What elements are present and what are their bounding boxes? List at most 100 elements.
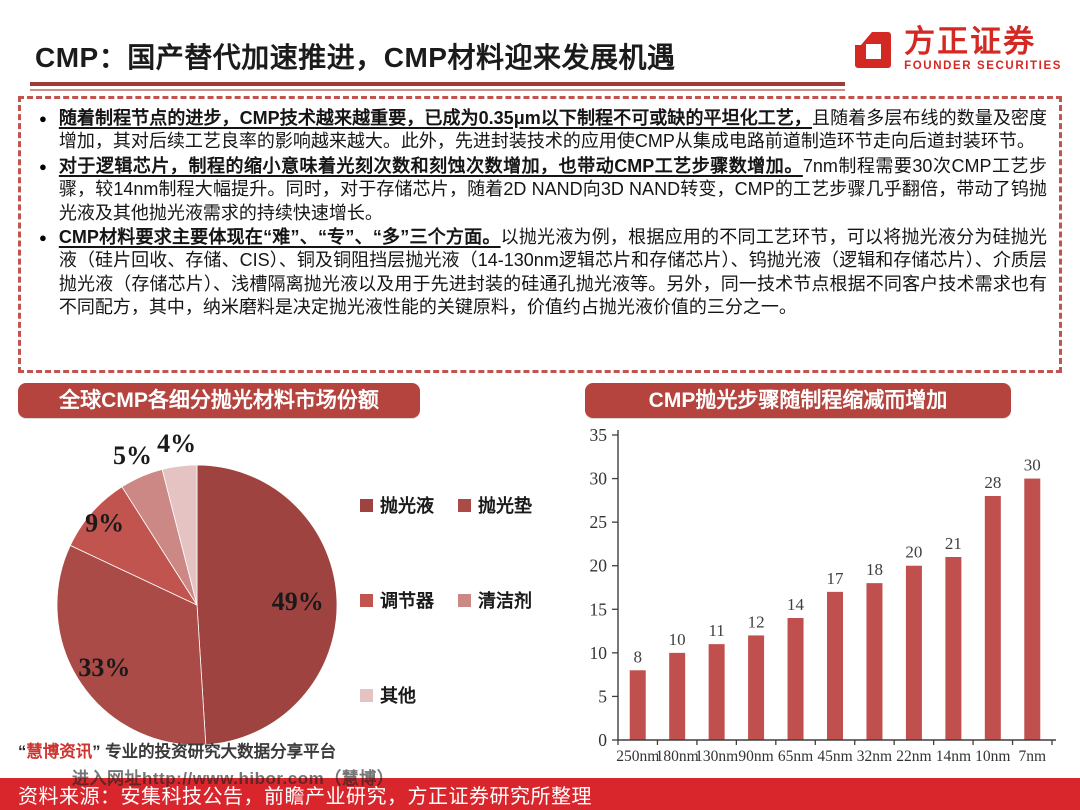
x-category-label: 22nm (896, 748, 931, 765)
page-title: CMP：国产替代加速推进，CMP材料迎来发展机遇 (35, 42, 676, 73)
x-category-label: 14nm (936, 748, 971, 765)
bar-10nm (984, 496, 1001, 740)
bar-14nm (945, 557, 962, 740)
title-underline-light (30, 89, 845, 91)
caption-open-quote: “ (18, 743, 27, 761)
bar-65nm (787, 618, 804, 740)
logo-chinese-name: 方正证券 (904, 24, 1037, 59)
legend-item-抛光液: 抛光液 (360, 492, 434, 518)
pie-data-label: 49% (272, 587, 324, 616)
pie-chart-svg: 49% 33% 9% 5% 4% (56, 429, 338, 746)
pie-chart-header: 全球CMP各细分抛光材料市场份额 (18, 383, 420, 418)
y-tick-label: 20 (590, 556, 608, 576)
footer-band (0, 778, 1080, 810)
pie-data-label: 9% (85, 509, 124, 538)
hibor-watermark: 进入网址http://www.hibor.com（慧博） (72, 769, 395, 788)
legend-swatch-icon (458, 593, 471, 607)
y-tick-label: 15 (590, 599, 608, 619)
founder-securities-logo: 方正证券 FOUNDER SECURITIES (852, 26, 1062, 72)
pie-data-label: 33% (78, 653, 130, 682)
bullet-2-lead: 对于逻辑芯片，制程的缩小意味着光刻次数和刻蚀次数增加，也带动CMP工艺步骤数增加… (58, 155, 803, 176)
bullet-1-rest: 且随着多层布线的数量及密度增加，其对后续工艺良率的影响越来越大。此外，先进封装技… (58, 108, 1048, 152)
title-underline-dark (30, 82, 845, 86)
pie-slice-抛光垫 (56, 544, 207, 746)
legend-item-调节器: 调节器 (360, 587, 434, 613)
logo-text: 方正证券 FOUNDER SECURITIES (904, 26, 1062, 72)
bar-value-label: 28 (984, 473, 1001, 492)
y-tick-label: 35 (590, 425, 608, 445)
bar-value-label: 8 (633, 647, 642, 666)
legend-item-抛光垫: 抛光垫 (458, 492, 532, 518)
logo-english-name: FOUNDER SECURITIES (904, 60, 1062, 72)
bar-250nm (629, 670, 646, 740)
caption-close-quote: ” (92, 743, 101, 761)
legend-label: 抛光垫 (478, 496, 532, 516)
bullet-item-1: ● 随着制程节点的进步，CMP技术越来越重要，已成为0.35μm以下制程不可或缺… (35, 107, 1047, 154)
y-tick-label: 10 (590, 643, 608, 663)
bar-chart-header: CMP抛光步骤随制程缩减而增加 (585, 383, 1011, 418)
legend-label: 抛光液 (380, 496, 434, 516)
bar-90nm (748, 635, 765, 740)
bar-value-label: 10 (669, 630, 686, 649)
y-tick-label: 0 (598, 730, 607, 750)
bar-22nm (905, 565, 922, 740)
x-category-label: 32nm (857, 748, 892, 765)
caption-brand: 慧博资讯 (26, 743, 93, 761)
legend-label: 调节器 (380, 591, 434, 611)
x-category-label: 250nm (616, 748, 659, 765)
bullet-text-1: 随着制程节点的进步，CMP技术越来越重要，已成为0.35μm以下制程不可或缺的平… (59, 107, 1047, 154)
pie-slice-调节器 (69, 486, 199, 606)
x-category-label: 7nm (1018, 748, 1046, 765)
legend-label: 其他 (380, 686, 416, 706)
legend-swatch-icon (360, 688, 373, 702)
bullet-dot-icon: ● (39, 111, 47, 126)
y-tick-label: 25 (590, 512, 608, 532)
pie-legend: 抛光液 抛光垫调节器 清洁剂其他 (360, 492, 560, 722)
bar-7nm (1024, 478, 1041, 740)
bar-chart-svg: 0 5 10 15 20 25 30 35 8 250nm 10 180nm 11 130nm 12 90nm… (590, 425, 1056, 765)
legend-label: 清洁剂 (478, 591, 532, 611)
bar-value-label: 18 (866, 560, 883, 579)
pie-data-label: 4% (157, 430, 196, 458)
bar-value-label: 14 (787, 595, 805, 614)
bar-value-label: 11 (708, 621, 724, 640)
bar-130nm (708, 644, 725, 740)
bullet-3-lead: CMP材料要求主要体现在“难”、“专”、“多”三个方面。 (58, 227, 501, 248)
pie-data-label: 5% (113, 441, 152, 470)
bullet-item-3: ● CMP材料要求主要体现在“难”、“专”、“多”三个方面。以抛光液为例，根据应… (35, 226, 1047, 320)
legend-swatch-icon (360, 593, 373, 607)
bullet-3-rest: 以抛光液为例，根据应用的不同工艺环节，可以将抛光液分为硅抛光液（硅片回收、存储、… (58, 227, 1048, 318)
x-category-label: 65nm (778, 748, 813, 765)
source-note: 资料来源：安集科技公告，前瞻产业研究，方正证券研究所整理 (18, 786, 592, 808)
hibor-caption: “慧博资讯” 专业的投资研究大数据分享平台 (18, 738, 336, 762)
legend-swatch-icon (458, 498, 471, 512)
x-category-label: 130nm (695, 748, 738, 765)
y-tick-label: 5 (598, 686, 607, 706)
legend-item-其他: 其他 (360, 682, 416, 708)
bar-180nm (669, 652, 686, 740)
bullet-dot-icon: ● (39, 230, 47, 246)
y-tick-label: 30 (590, 469, 608, 489)
bar-value-label: 12 (748, 612, 765, 631)
pie-chart: 49% 33% 9% 5% 4% (47, 429, 353, 760)
bullet-item-2: ● 对于逻辑芯片，制程的缩小意味着光刻次数和刻蚀次数增加，也带动CMP工艺步骤数… (35, 155, 1047, 225)
bullet-1-lead: 随着制程节点的进步，CMP技术越来越重要，已成为0.35μm以下制程不可或缺的平… (58, 108, 813, 128)
bar-45nm (827, 591, 843, 740)
founder-logo-icon (855, 32, 892, 68)
x-category-label: 45nm (817, 748, 852, 765)
bullet-2-rest: 7nm制程需要30次CMP工艺步骤，较14nm制程大幅提升。同时，对于存储芯片，… (58, 155, 1047, 223)
x-category-label: 180nm (656, 748, 699, 765)
bar-chart: 0 5 10 15 20 25 30 35 8 250nm 10 180nm 11 130nm 12 90nm… (560, 420, 1072, 780)
bar-value-label: 21 (945, 534, 962, 553)
legend-item-清洁剂: 清洁剂 (458, 587, 532, 613)
bullet-dot-icon: ● (39, 158, 47, 174)
pie-slice-其他 (161, 464, 198, 606)
summary-bullet-box: ● 随着制程节点的进步，CMP技术越来越重要，已成为0.35μm以下制程不可或缺… (18, 96, 1062, 373)
caption-tagline: 专业的投资研究大数据分享平台 (100, 743, 337, 761)
x-category-label: 90nm (738, 748, 773, 765)
bullet-text-2: 对于逻辑芯片，制程的缩小意味着光刻次数和刻蚀次数增加，也带动CMP工艺步骤数增加… (59, 155, 1047, 225)
bullet-text-3: CMP材料要求主要体现在“难”、“专”、“多”三个方面。以抛光液为例，根据应用的… (59, 226, 1047, 320)
bar-value-label: 20 (905, 543, 922, 562)
bar-32nm (866, 583, 883, 740)
